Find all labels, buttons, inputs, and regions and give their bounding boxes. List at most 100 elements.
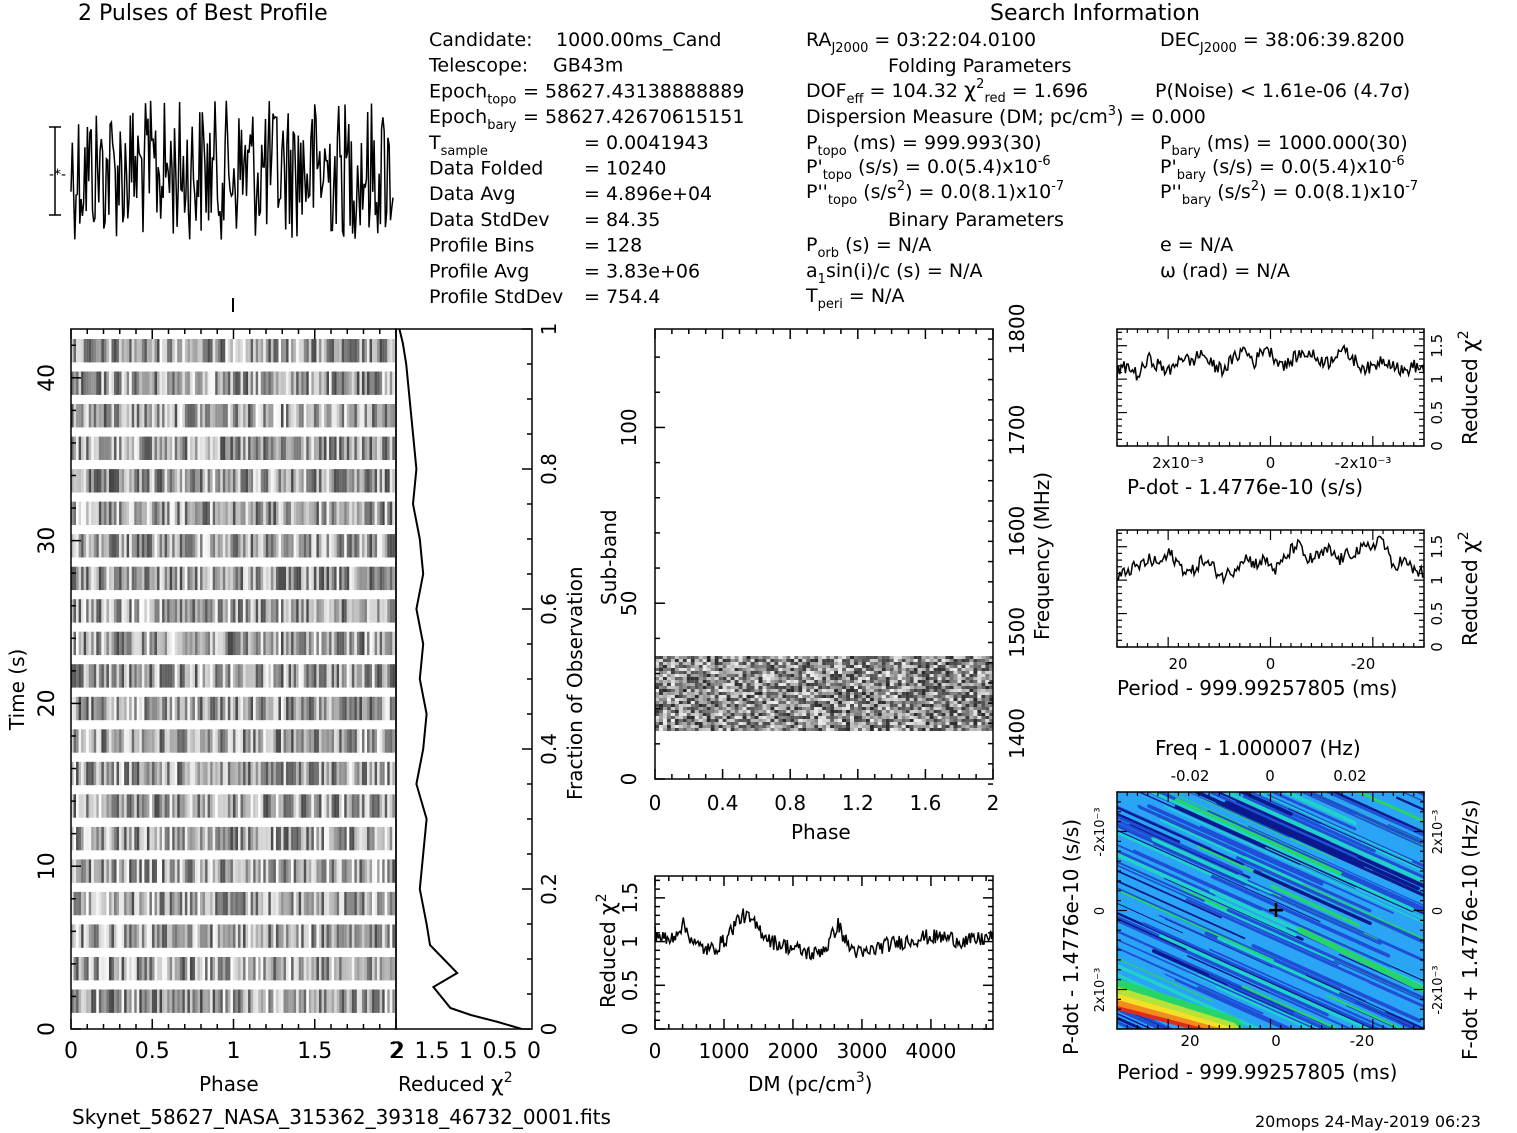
time-phase-cell [258,826,261,851]
time-phase-cell [311,534,314,558]
subband-cell [901,659,906,662]
subband-cell [790,671,795,674]
subband-cell [738,674,743,677]
subband-cell [909,683,914,686]
subband-cell [965,677,970,680]
subband-cell [873,695,878,698]
time-phase-cell [270,501,274,525]
time-phase-cell [311,469,314,493]
subband-cell [742,659,747,662]
time-phase-cell [119,566,122,591]
time-phase-cell [174,826,178,851]
subband-cell [686,686,691,689]
time-phase-cell [169,566,173,591]
time-phase-cell [344,696,347,721]
time-phase-cell [212,501,216,525]
time-phase-cell [382,631,385,656]
subband-cell [658,704,663,707]
subband-cell [714,656,719,659]
subband-cell [742,701,747,704]
time-phase-cell [108,891,112,916]
time-phase-cell [149,696,153,721]
subband-cell [869,686,874,689]
subband-cell [762,701,767,704]
subband-cell [698,698,703,701]
time-phase-cell [364,566,368,591]
y-ticklabel: 30 [35,527,60,555]
subband-cell [694,677,699,680]
subband-cell [754,656,759,659]
subband-cell [985,671,990,674]
subband-cell [750,728,755,731]
subband-cell [666,686,671,689]
time-phase-cell [336,794,340,818]
subband-cell [662,659,667,662]
subband-cell [810,722,815,725]
time-phase-cell [73,534,77,558]
subband-cell [969,674,974,677]
subband-cell [941,656,946,659]
subband-cell [881,719,886,722]
time-phase-cell [121,794,125,818]
subband-cell [838,692,843,695]
subband-cell [969,668,974,671]
time-phase-cell [240,631,244,656]
subband-cell [802,716,807,719]
time-phase-cell [159,566,163,591]
subband-cell [889,686,894,689]
time-phase-cell [131,371,135,395]
subband-cell [810,668,815,671]
subband-cell [778,689,783,692]
time-phase-cell [387,339,390,363]
time-phase-cell [157,989,160,1013]
time-phase-cell [313,696,317,721]
time-phase-cell [392,826,395,851]
subband-cell [682,695,687,698]
time-phase-cell [237,339,241,363]
time-phase-cell [329,826,332,851]
subband-cell [933,686,938,689]
subband-cell [726,719,731,722]
time-phase-cell [341,729,345,753]
x-ticklabel: 1.5 [415,1039,450,1064]
time-phase-cell [157,339,160,363]
time-phase-cell [301,501,304,525]
time-phase-cell [73,859,77,883]
time-phase-cell [116,566,120,591]
subband-cell [674,671,679,674]
subband-cell [889,662,894,665]
subband-cell [941,662,946,665]
time-phase-cell [248,339,251,363]
time-phase-cell [169,957,173,981]
time-phase-cell [103,891,107,916]
subband-cell [802,659,807,662]
time-phase-cell [200,761,203,786]
subband-cell [718,707,723,710]
subband-cell [949,659,954,662]
subband-cell [949,719,954,722]
subband-cell [802,689,807,692]
subband-cell [985,689,990,692]
time-phase-cell [377,371,380,395]
subband-cell [842,710,847,713]
subband-cell [925,680,930,683]
time-phase-cell [108,794,112,818]
subband-cell [929,668,934,671]
time-phase-cell [331,696,335,721]
time-phase-cell [169,501,173,525]
subband-cell [850,704,855,707]
time-phase-cell [230,339,233,363]
time-phase-cell [291,891,294,916]
subband-cell [778,656,783,659]
subband-cell [945,728,950,731]
subband-cell [802,695,807,698]
time-phase-cell [321,859,325,883]
time-phase-cell [270,664,274,688]
subband-cell [933,704,938,707]
time-phase-cell [194,859,198,883]
subband-cell [686,710,691,713]
time-phase-cell [356,566,360,591]
time-phase-cell [364,957,368,981]
profile-mean-marker: -*- [49,167,66,183]
time-phase-cell [88,891,92,916]
